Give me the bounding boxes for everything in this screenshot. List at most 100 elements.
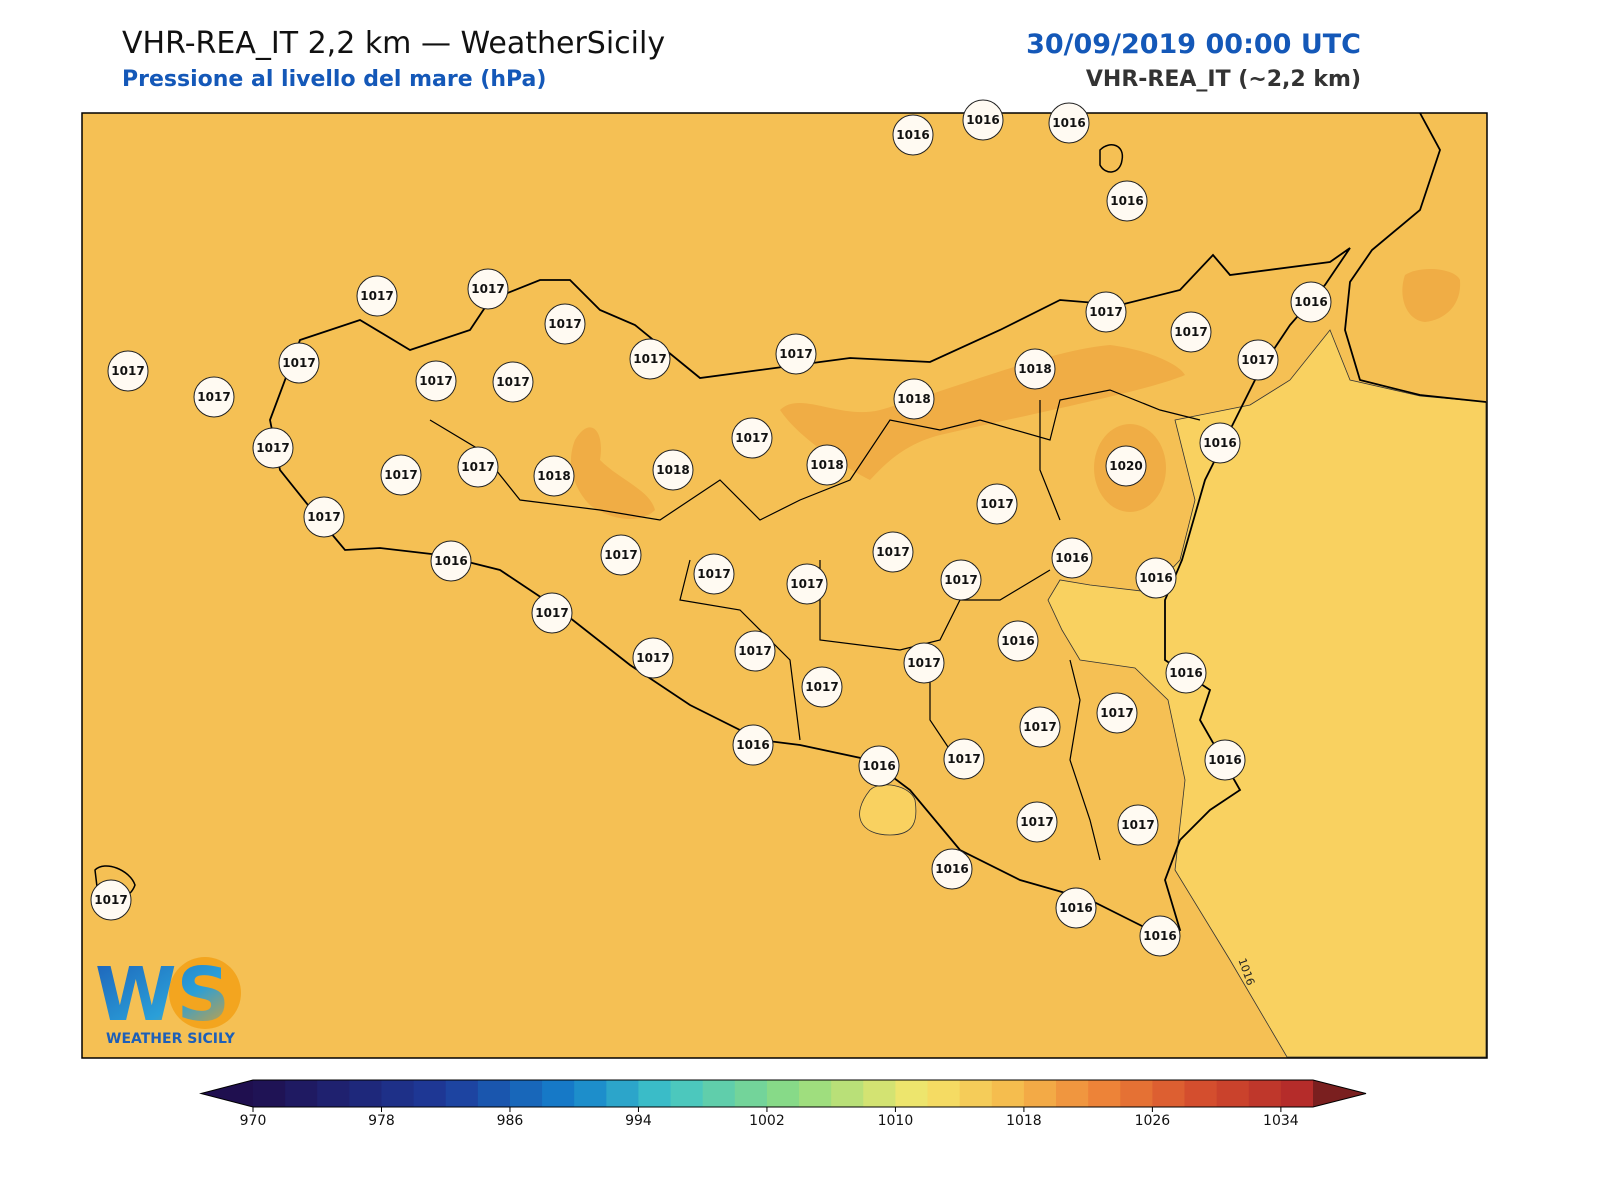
station-marker <box>962 99 1004 141</box>
coastline <box>1344 112 1487 403</box>
colorbar-segment <box>895 1080 929 1107</box>
station-marker <box>931 848 973 890</box>
colorbar-segment <box>863 1080 896 1107</box>
station-marker <box>1117 804 1159 846</box>
station: 1017 <box>107 350 149 392</box>
station: 1017 <box>544 303 586 345</box>
station-value: 1018 <box>537 469 570 483</box>
station-marker <box>652 449 694 491</box>
station: 1016 <box>1165 652 1207 694</box>
station-value: 1017 <box>633 352 666 366</box>
station-marker <box>786 563 828 605</box>
colorbar-segment <box>509 1080 543 1107</box>
colorbar-segment <box>1023 1080 1057 1107</box>
station: 1017 <box>531 592 573 634</box>
station-value: 1018 <box>897 392 930 406</box>
station: 1017 <box>1237 339 1279 381</box>
station-marker <box>544 303 586 345</box>
station: 1017 <box>903 642 945 684</box>
colorbar-segment <box>542 1080 575 1107</box>
station: 1016 <box>1199 422 1241 464</box>
station: 1017 <box>1016 801 1058 843</box>
station-value: 1017 <box>461 460 494 474</box>
station: 1017 <box>693 553 735 595</box>
station-value: 1016 <box>1052 116 1085 130</box>
colorbar-segment <box>574 1080 607 1107</box>
colorbar-tick-label: 1034 <box>1263 1113 1299 1129</box>
station-value: 1017 <box>496 375 529 389</box>
colorbar-segment <box>927 1080 961 1107</box>
station-value: 1017 <box>111 364 144 378</box>
station: 1018 <box>1014 348 1056 390</box>
station: 1020 <box>1105 445 1147 487</box>
station: 1018 <box>893 378 935 420</box>
station-marker <box>193 376 235 418</box>
logo-mark: WS <box>95 952 230 1038</box>
station-value: 1017 <box>1174 325 1207 339</box>
station-value: 1017 <box>779 347 812 361</box>
colorbar-segment <box>606 1080 639 1107</box>
station-value: 1017 <box>1100 706 1133 720</box>
station: 1017 <box>1019 706 1061 748</box>
station-value: 1016 <box>736 738 769 752</box>
station: 1017 <box>1170 311 1212 353</box>
station: 1016 <box>997 620 1039 662</box>
pressure-area-dark <box>780 345 1185 480</box>
station: 1017 <box>786 563 828 605</box>
colorbar-outline <box>199 1079 1367 1108</box>
station: 1017 <box>90 879 132 921</box>
station: 1017 <box>1096 692 1138 734</box>
station: 1016 <box>1290 281 1332 323</box>
station-marker <box>380 454 422 496</box>
station: 1017 <box>356 275 398 317</box>
station: 1017 <box>600 534 642 576</box>
station-marker <box>632 637 674 679</box>
station-value: 1017 <box>307 510 340 524</box>
station-value: 1017 <box>1121 818 1154 832</box>
station: 1016 <box>1048 102 1090 144</box>
station-value: 1016 <box>862 759 895 773</box>
station-marker <box>1085 291 1127 333</box>
colorbar-segment <box>831 1080 864 1107</box>
station-marker <box>806 444 848 486</box>
map: 1016 1016 1016 1016 1016 1017 1017 1017 1016 101… <box>81 99 1488 1059</box>
station: 1017 <box>492 361 534 403</box>
colorbar-segment <box>959 1080 993 1107</box>
station: 1016 <box>1051 537 1093 579</box>
station-marker <box>90 879 132 921</box>
station: 1018 <box>533 455 575 497</box>
station-marker <box>976 483 1018 525</box>
colorbar-segment <box>766 1080 800 1107</box>
station: 1017 <box>457 446 499 488</box>
station-value: 1017 <box>1241 353 1274 367</box>
station-value: 1016 <box>1143 929 1176 943</box>
colorbar-segment <box>1184 1080 1218 1107</box>
station-marker <box>731 417 773 459</box>
station: 1016 <box>858 745 900 787</box>
station: 1017 <box>629 338 671 380</box>
colorbar-segment <box>381 1080 415 1107</box>
station-marker <box>303 496 345 538</box>
station-value: 1016 <box>896 128 929 142</box>
station-marker <box>600 534 642 576</box>
station: 1016 <box>1106 180 1148 222</box>
station-marker <box>1048 102 1090 144</box>
station-value: 1016 <box>1055 551 1088 565</box>
station-marker <box>629 338 671 380</box>
colorbar-segment <box>1120 1080 1153 1107</box>
station: 1017 <box>380 454 422 496</box>
colorbar-segment <box>1216 1080 1250 1107</box>
station: 1016 <box>962 99 1004 141</box>
station-marker <box>1105 445 1147 487</box>
time: 30/09/2019 00:00 UTC <box>1026 29 1361 60</box>
station-marker <box>1051 537 1093 579</box>
station-value: 1016 <box>1139 571 1172 585</box>
colorbar-segment <box>638 1080 672 1107</box>
station-value: 1017 <box>282 356 315 370</box>
pressure-area-light <box>1047 329 1487 1058</box>
station-marker <box>872 531 914 573</box>
station: 1018 <box>806 444 848 486</box>
station: 1017 <box>734 630 776 672</box>
station: 1018 <box>652 449 694 491</box>
station-value: 1018 <box>810 458 843 472</box>
